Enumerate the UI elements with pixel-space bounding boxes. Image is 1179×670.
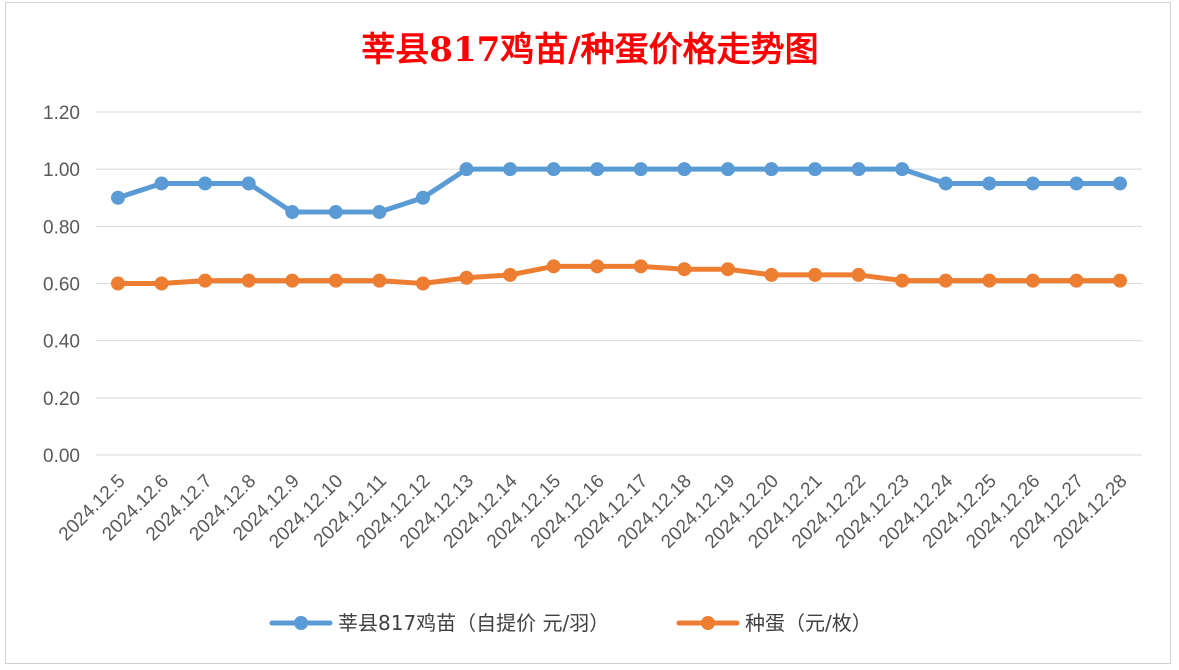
legend-label: 莘县817鸡苗（自提价 元/羽） xyxy=(338,611,609,635)
data-point xyxy=(1069,176,1084,191)
data-point xyxy=(1113,273,1127,288)
data-point xyxy=(154,276,169,291)
data-point xyxy=(198,176,213,191)
data-point xyxy=(808,162,823,177)
data-point xyxy=(111,190,125,205)
data-point xyxy=(241,273,256,288)
legend-label: 种蛋（元/枚） xyxy=(745,611,872,635)
data-point xyxy=(372,205,387,220)
data-point xyxy=(546,162,561,177)
data-point xyxy=(851,267,866,282)
data-point xyxy=(590,259,605,274)
data-point xyxy=(720,162,735,177)
data-point xyxy=(938,176,953,191)
series-line xyxy=(115,166,1123,215)
y-tick-label: 0.80 xyxy=(43,217,80,238)
data-point xyxy=(372,273,387,288)
y-tick-label: 1.20 xyxy=(43,103,80,124)
data-point xyxy=(503,162,518,177)
legend-item: 种蛋（元/枚） xyxy=(676,611,872,635)
y-tick-label: 1.00 xyxy=(43,160,80,181)
chart-title: 莘县817鸡苗/种蛋价格走势图 xyxy=(361,30,818,70)
data-point xyxy=(546,259,561,274)
y-tick-label: 0.00 xyxy=(43,446,80,467)
data-point xyxy=(938,273,953,288)
y-axis-ticks: 0.00 0.20 0.40 0.60 0.80 1.00 1.20 xyxy=(43,103,80,467)
y-tick-label: 0.60 xyxy=(43,275,80,296)
series-group xyxy=(111,162,1127,291)
legend-item: 莘县817鸡苗（自提价 元/羽） xyxy=(269,611,609,635)
data-point xyxy=(677,262,692,277)
series-1 xyxy=(111,259,1127,291)
data-point xyxy=(677,162,692,177)
data-point xyxy=(764,267,779,282)
data-point xyxy=(1025,176,1040,191)
series-0 xyxy=(111,162,1127,220)
data-point xyxy=(285,273,300,288)
data-point xyxy=(982,176,997,191)
y-tick-label: 0.20 xyxy=(43,389,80,410)
data-point xyxy=(808,267,823,282)
data-point xyxy=(459,162,474,177)
data-point xyxy=(503,267,518,282)
data-point xyxy=(328,205,343,220)
data-point xyxy=(1113,176,1127,191)
data-point xyxy=(633,259,648,274)
data-point xyxy=(895,273,910,288)
y-tick-label: 0.40 xyxy=(43,332,80,353)
data-point xyxy=(459,270,474,285)
data-point xyxy=(982,273,997,288)
data-point xyxy=(1025,273,1040,288)
legend-swatch-marker xyxy=(701,616,715,630)
data-point xyxy=(285,205,300,220)
series-line xyxy=(115,263,1123,286)
data-point xyxy=(111,276,125,291)
data-point xyxy=(415,276,430,291)
data-point xyxy=(198,273,213,288)
data-point xyxy=(328,273,343,288)
data-point xyxy=(415,190,430,205)
x-axis-ticks: 2024.12.52024.12.62024.12.72024.12.82024… xyxy=(55,470,1132,552)
data-point xyxy=(1069,273,1084,288)
data-point xyxy=(764,162,779,177)
data-point xyxy=(633,162,648,177)
data-point xyxy=(895,162,910,177)
data-point xyxy=(154,176,169,191)
legend: 莘县817鸡苗（自提价 元/羽） 种蛋（元/枚） xyxy=(269,611,872,635)
data-point xyxy=(241,176,256,191)
legend-swatch-marker xyxy=(294,616,308,630)
data-point xyxy=(851,162,866,177)
data-point xyxy=(720,262,735,277)
data-point xyxy=(590,162,605,177)
